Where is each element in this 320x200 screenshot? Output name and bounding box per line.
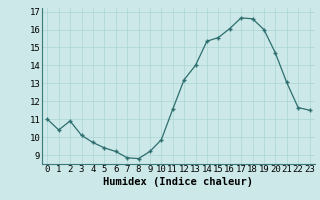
X-axis label: Humidex (Indice chaleur): Humidex (Indice chaleur) xyxy=(103,177,253,187)
